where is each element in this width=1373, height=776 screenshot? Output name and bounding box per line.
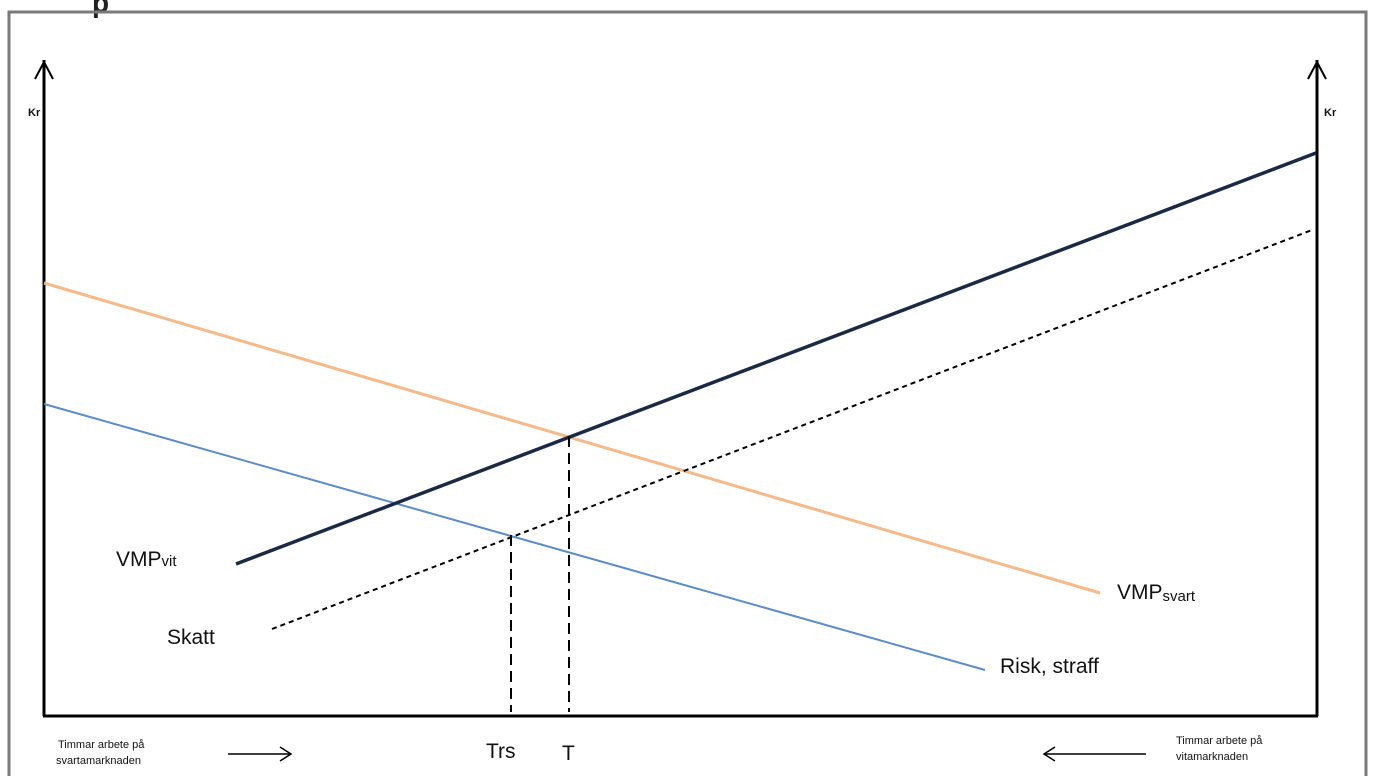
risk-straff-curve	[43, 403, 986, 671]
right-x-caption-line1: Timmar arbete på	[1176, 735, 1263, 747]
vmp-vit-label: VMPvit	[116, 548, 177, 571]
t-tick-label: T	[562, 742, 575, 765]
left-arrowhead-icon	[1042, 746, 1056, 762]
left-x-caption-line1: Timmar arbete på	[58, 739, 145, 751]
right-axis-arrow-icon	[1307, 59, 1327, 80]
right-arrowhead-icon	[279, 746, 293, 762]
right-x-caption-line2: vitamarknaden	[1176, 751, 1248, 763]
right-axis-unit: Kr	[1324, 107, 1337, 119]
left-axis-unit: Kr	[28, 107, 41, 119]
skatt-label: Skatt	[167, 626, 215, 649]
trs-tick-label: Trs	[486, 740, 516, 763]
risk-straff-label: Risk, straff	[1000, 655, 1099, 678]
left-axis-arrow-icon	[34, 59, 54, 80]
left-x-caption-line2: svartamarknaden	[56, 755, 141, 767]
heading-fragment: p	[92, 0, 109, 18]
vmp-vit-curve	[235, 151, 1317, 566]
vmp-svart-label: VMPsvart	[1117, 581, 1196, 605]
frame-border	[7, 10, 1368, 776]
skatt-curve	[271, 229, 1313, 630]
